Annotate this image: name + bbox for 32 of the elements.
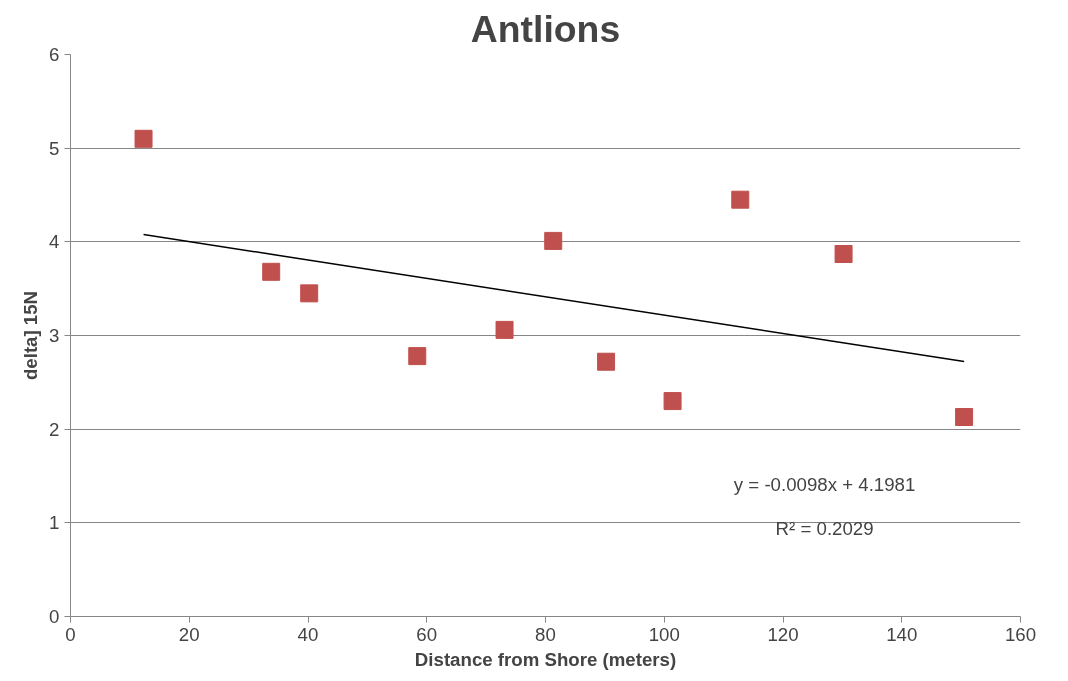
point [663,392,682,411]
y-tick-label: 5 [49,137,60,159]
point [300,284,319,303]
x-tick-label: 80 [535,623,556,645]
chart-title: Antlions [470,7,621,50]
point [134,129,153,148]
x-tick-label: 40 [297,623,319,645]
y-axis-title: delta] 15N [20,290,42,381]
point [262,262,281,281]
x-tick-label: 0 [65,623,76,645]
point [955,407,974,426]
point [597,352,616,371]
y-tick-label: 3 [49,325,60,346]
annotation: y = -0.0098x + 4.1981 [733,473,916,495]
point [834,245,853,264]
y-tick-label: 2 [49,418,60,440]
point [495,320,514,339]
x-tick-label: 120 [767,623,799,645]
y-tick-label: 6 [49,44,60,65]
x-tick-label: 160 [1004,623,1037,645]
y-tick-label: 1 [49,512,60,534]
point [408,347,427,366]
point [731,190,750,209]
x-tick-label: 140 [886,623,918,645]
point [544,231,563,250]
x-tick-label: 60 [416,623,438,645]
x-tick-label: 100 [648,623,680,645]
y-tick-label: 4 [49,231,60,253]
annotation: R² = 0.2029 [775,517,874,539]
y-tick-label: 0 [49,606,60,627]
x-tick-label: 20 [178,623,200,645]
x-axis-title: Distance from Shore (meters) [414,648,677,670]
